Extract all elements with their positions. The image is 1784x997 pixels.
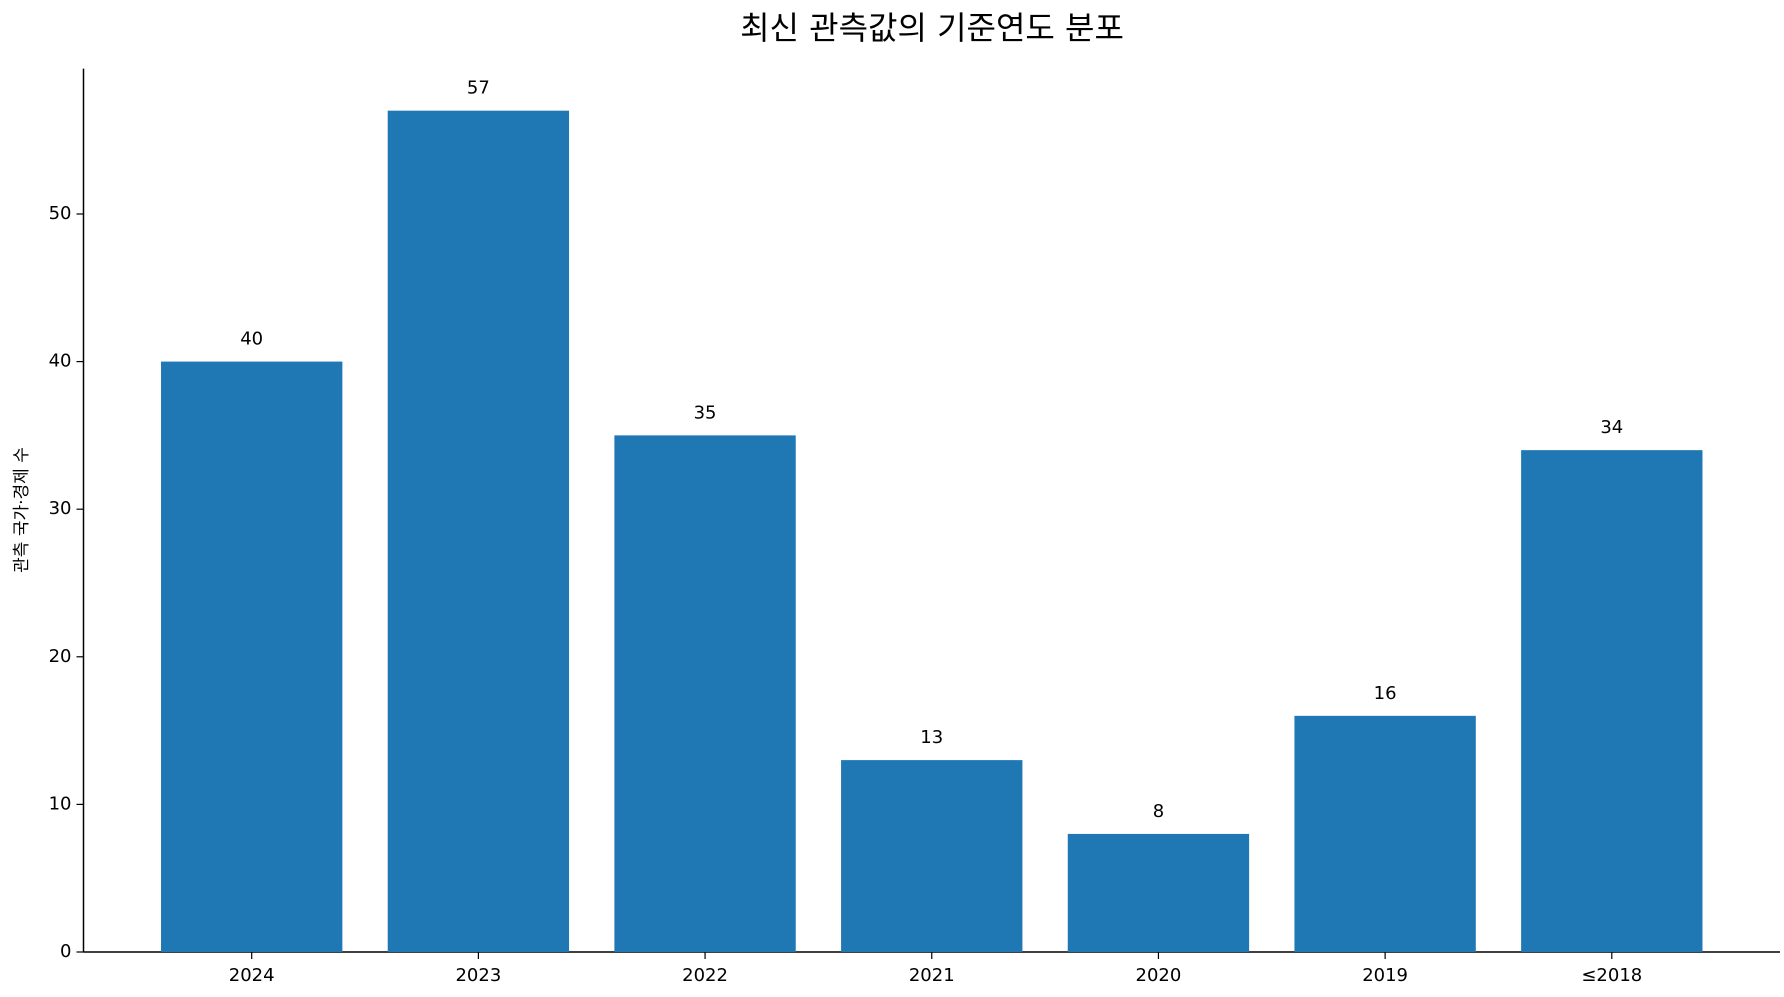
bar — [1294, 715, 1476, 952]
value-label: 13 — [920, 727, 943, 748]
bar — [1067, 833, 1250, 952]
x-tick-label: 2022 — [682, 965, 728, 986]
value-label: 16 — [1374, 683, 1397, 704]
value-label: 57 — [467, 78, 490, 99]
bar — [161, 361, 343, 952]
y-tick-label: 20 — [49, 646, 72, 667]
value-label: 35 — [694, 402, 717, 423]
x-tick-label: 2021 — [909, 965, 955, 986]
y-tick-label: 10 — [49, 793, 72, 814]
bar — [614, 435, 796, 952]
y-tick-label: 40 — [49, 351, 72, 372]
value-label: 8 — [1153, 801, 1164, 822]
y-tick-label: 0 — [60, 941, 71, 962]
bar — [841, 760, 1023, 952]
bar — [1521, 450, 1703, 952]
value-label: 34 — [1600, 417, 1623, 438]
y-tick-label: 50 — [49, 203, 72, 224]
x-tick-label: 2023 — [455, 965, 501, 986]
value-label: 40 — [240, 329, 263, 350]
y-axis-label: 관측 국가·경제 수 — [12, 447, 32, 573]
x-tick-label: 2024 — [229, 965, 275, 986]
bar — [387, 110, 570, 952]
y-tick-label: 30 — [49, 498, 72, 519]
chart-title: 최신 관측값의 기준연도 분포 — [740, 9, 1124, 47]
x-tick-label: 2019 — [1362, 965, 1408, 986]
x-tick-label: ≤2018 — [1581, 965, 1642, 986]
x-tick-label: 2020 — [1136, 965, 1182, 986]
